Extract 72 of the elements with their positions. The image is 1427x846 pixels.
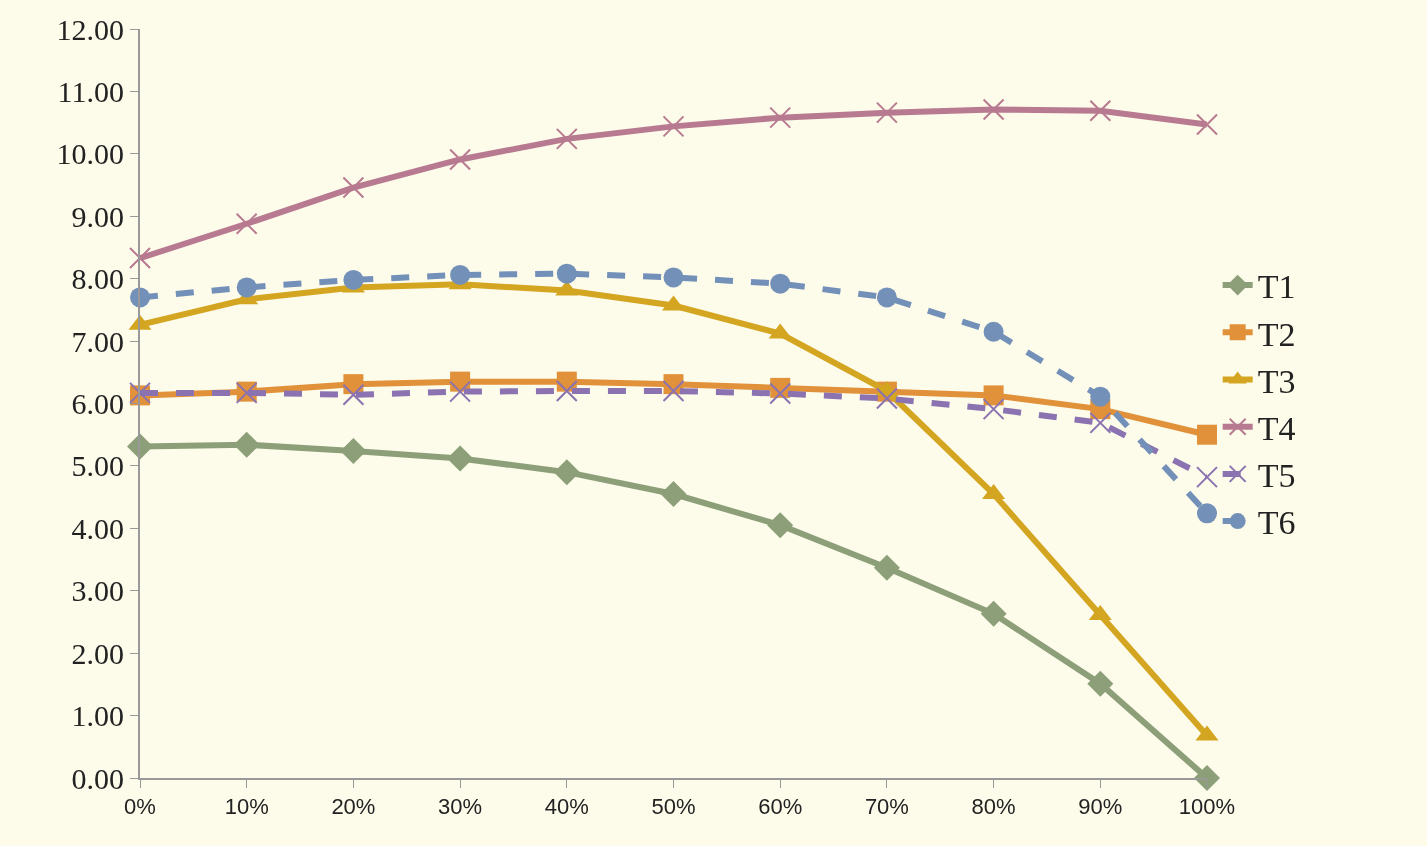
x-tick-label: 40% bbox=[544, 794, 589, 820]
point bbox=[875, 387, 898, 410]
x-tick-label: 70% bbox=[864, 794, 909, 820]
point bbox=[236, 277, 257, 298]
point bbox=[1090, 386, 1111, 407]
y-tick-label: 4.00 bbox=[71, 511, 124, 545]
point bbox=[1196, 113, 1218, 136]
y-tick-label: 1.00 bbox=[71, 699, 124, 733]
point bbox=[1087, 670, 1114, 697]
y-tick-label: 2.00 bbox=[71, 636, 124, 670]
point bbox=[769, 106, 792, 129]
point bbox=[875, 101, 898, 124]
y-tick-label: 7.00 bbox=[71, 324, 124, 358]
point bbox=[129, 247, 151, 270]
legend-label: T6 bbox=[1257, 504, 1296, 542]
x-tick-label: 80% bbox=[971, 794, 1016, 820]
point bbox=[660, 481, 687, 507]
x-tick-label: 30% bbox=[438, 794, 483, 820]
point bbox=[873, 554, 900, 581]
x-tick-label: 20% bbox=[331, 794, 376, 820]
x-tick-label: 0% bbox=[124, 794, 156, 820]
point bbox=[555, 380, 578, 403]
point bbox=[1197, 503, 1217, 524]
y-tick-label: 9.00 bbox=[71, 199, 124, 233]
y-tick-label: 10.00 bbox=[56, 137, 124, 171]
point bbox=[662, 115, 685, 138]
legend-label: T3 bbox=[1257, 362, 1296, 400]
point bbox=[662, 380, 685, 403]
y-tick-label: 12.00 bbox=[56, 12, 124, 46]
point bbox=[449, 148, 472, 171]
point bbox=[1196, 466, 1218, 489]
point bbox=[983, 321, 1004, 342]
point bbox=[449, 380, 472, 403]
point bbox=[555, 127, 578, 150]
point bbox=[663, 267, 684, 288]
point bbox=[876, 287, 897, 308]
point bbox=[1089, 411, 1112, 434]
point bbox=[770, 273, 791, 294]
point bbox=[235, 212, 258, 235]
point bbox=[980, 600, 1007, 627]
point bbox=[1089, 99, 1112, 122]
y-tick-label: 5.00 bbox=[71, 449, 124, 483]
point bbox=[233, 431, 260, 458]
point bbox=[767, 512, 794, 539]
y-tick-label: 3.00 bbox=[71, 574, 124, 608]
point bbox=[982, 398, 1005, 421]
y-tick-label: 8.00 bbox=[71, 262, 124, 296]
x-tick-label: 50% bbox=[651, 794, 696, 820]
legend-label: T2 bbox=[1257, 315, 1296, 353]
x-tick-label: 60% bbox=[758, 794, 803, 820]
point bbox=[1197, 424, 1217, 445]
point bbox=[450, 264, 471, 285]
y-tick-label: 11.00 bbox=[57, 74, 124, 108]
y-tick-label: 0.00 bbox=[71, 761, 124, 795]
point bbox=[342, 383, 365, 406]
legend-label: T1 bbox=[1257, 268, 1296, 306]
legend-label: T5 bbox=[1257, 457, 1296, 495]
point bbox=[983, 385, 1004, 406]
legend-label: T4 bbox=[1257, 409, 1296, 447]
point bbox=[340, 437, 367, 464]
point bbox=[342, 176, 365, 199]
point bbox=[982, 98, 1005, 121]
y-tick-label: 6.00 bbox=[71, 387, 124, 420]
x-tick-label: 90% bbox=[1078, 794, 1123, 820]
point bbox=[553, 459, 580, 486]
point bbox=[556, 263, 577, 284]
x-tick-label: 10% bbox=[224, 794, 269, 820]
point bbox=[1194, 765, 1220, 791]
point bbox=[769, 382, 792, 405]
point bbox=[447, 445, 474, 472]
point bbox=[343, 269, 364, 290]
x-tick-label: 100% bbox=[1178, 794, 1236, 820]
